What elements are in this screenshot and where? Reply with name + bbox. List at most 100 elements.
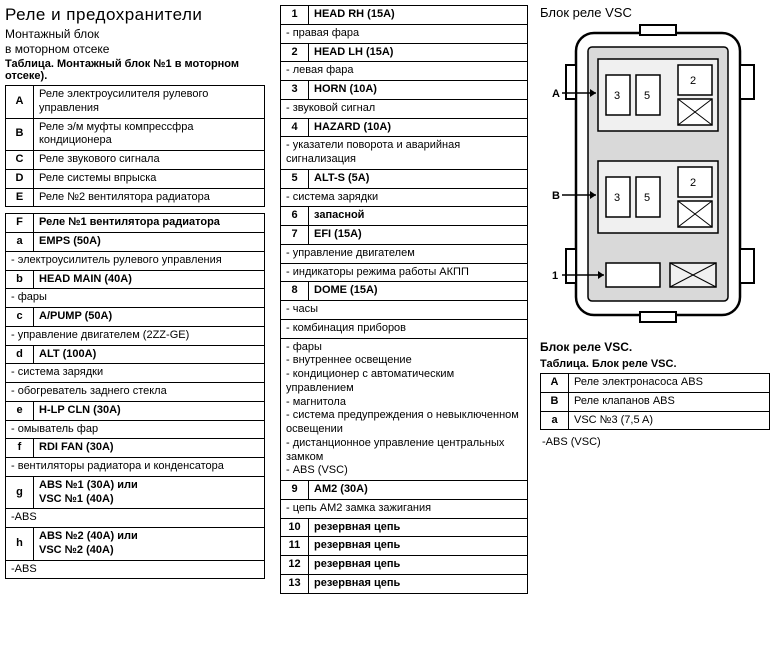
table-row: - управление двигателем bbox=[281, 244, 528, 263]
table-row: - омыватель фар bbox=[6, 420, 265, 439]
table-row: -ABS bbox=[6, 509, 265, 528]
table-cell: - индикаторы режима работы АКПП bbox=[281, 263, 528, 282]
table-cell: - электроусилитель рулевого управления bbox=[6, 251, 265, 270]
table-cell: - звуковой сигнал bbox=[281, 99, 528, 118]
table-row: DРеле системы впрыска bbox=[6, 169, 265, 188]
table-row: - цепь AM2 замка зажигания bbox=[281, 499, 528, 518]
table-value: RDI FAN (30A) bbox=[34, 439, 265, 458]
table-key: c bbox=[6, 308, 34, 327]
table-cell: - фары bbox=[6, 289, 265, 308]
table-key: 5 bbox=[281, 169, 309, 188]
table-row: 10резервная цепь bbox=[281, 518, 528, 537]
table-key: h bbox=[6, 528, 34, 561]
table-value: Реле э/м муфты компрессфра кондиционера bbox=[34, 118, 265, 151]
table-value: ALT (100A) bbox=[34, 345, 265, 364]
table-key: e bbox=[6, 401, 34, 420]
table-row: 6запасной bbox=[281, 207, 528, 226]
table-key: 2 bbox=[281, 43, 309, 62]
table-row: cA/PUMP (50A) bbox=[6, 308, 265, 327]
table-row: 7EFI (15A) bbox=[281, 226, 528, 245]
table-key: 10 bbox=[281, 518, 309, 537]
table-value: H-LP CLN (30A) bbox=[34, 401, 265, 420]
table-row: eH-LP CLN (30A) bbox=[6, 401, 265, 420]
table-row: 3HORN (10A) bbox=[281, 81, 528, 100]
table-key: a bbox=[541, 411, 569, 430]
vsc-relay-diagram: 3 5 2 3 5 2 A B 1 bbox=[540, 21, 760, 331]
table-cell: - левая фара bbox=[281, 62, 528, 81]
table-value: резервная цепь bbox=[309, 537, 528, 556]
table1-caption: Таблица. Монтажный блок №1 в моторном от… bbox=[5, 58, 265, 82]
table-vsc: AРеле электронасоса ABSBРеле клапанов AB… bbox=[540, 373, 770, 430]
table-value: Реле звукового сигнала bbox=[34, 151, 265, 170]
table-value: Реле №2 вентилятора радиатора bbox=[34, 188, 265, 207]
table-value: резервная цепь bbox=[309, 556, 528, 575]
table-key: 9 bbox=[281, 481, 309, 500]
page-title: Реле и предохранители bbox=[5, 5, 265, 25]
table-cell: - управление двигателем bbox=[281, 244, 528, 263]
table-key: D bbox=[6, 169, 34, 188]
table-block1-relays: AРеле электроусилителя рулевого управлен… bbox=[5, 85, 265, 207]
table-row: - левая фара bbox=[281, 62, 528, 81]
table-value: запасной bbox=[309, 207, 528, 226]
table-cell: - фары - внутреннее освещение - кондицио… bbox=[281, 338, 528, 481]
table-value: ABS №1 (30A) или VSC №1 (40A) bbox=[34, 476, 265, 509]
table-key: b bbox=[6, 270, 34, 289]
table-row: FРеле №1 вентилятора радиатора bbox=[6, 214, 265, 233]
table-row: - система зарядки bbox=[6, 364, 265, 383]
table-row: dALT (100A) bbox=[6, 345, 265, 364]
table-value: EMPS (50A) bbox=[34, 233, 265, 252]
table-key: a bbox=[6, 233, 34, 252]
svg-text:2: 2 bbox=[690, 177, 696, 189]
table-cell: - комбинация приборов bbox=[281, 319, 528, 338]
column-left: Реле и предохранители Монтажный блок в м… bbox=[5, 5, 265, 585]
vsc-caption: Блок реле VSC. bbox=[540, 340, 770, 354]
table-row: - указатели поворота и аварийная сигнали… bbox=[281, 137, 528, 170]
table-row: 2HEAD LH (15A) bbox=[281, 43, 528, 62]
table-row: 1HEAD RH (15A) bbox=[281, 6, 528, 25]
table-value: HAZARD (10A) bbox=[309, 118, 528, 137]
table-value: HEAD MAIN (40A) bbox=[34, 270, 265, 289]
table-value: VSC №3 (7,5 A) bbox=[569, 411, 770, 430]
vsc-table-caption: Таблица. Блок реле VSC. bbox=[540, 358, 770, 370]
table-value: HEAD RH (15A) bbox=[309, 6, 528, 25]
table-cell: - цепь AM2 замка зажигания bbox=[281, 499, 528, 518]
table-key: 4 bbox=[281, 118, 309, 137]
svg-text:3: 3 bbox=[614, 90, 620, 102]
table-row: 11резервная цепь bbox=[281, 537, 528, 556]
table-row: 13резервная цепь bbox=[281, 574, 528, 593]
table-key: 8 bbox=[281, 282, 309, 301]
svg-text:A: A bbox=[552, 88, 560, 100]
table-row: - фары bbox=[6, 289, 265, 308]
table-value: резервная цепь bbox=[309, 518, 528, 537]
table-cell: -ABS bbox=[6, 560, 265, 579]
table-row: BРеле э/м муфты компрессфра кондиционера bbox=[6, 118, 265, 151]
table-row: BРеле клапанов ABS bbox=[541, 392, 770, 411]
table-row: 9AM2 (30A) bbox=[281, 481, 528, 500]
table-key: 11 bbox=[281, 537, 309, 556]
table-cell: - система зарядки bbox=[6, 364, 265, 383]
table-row: - комбинация приборов bbox=[281, 319, 528, 338]
table-key: A bbox=[541, 374, 569, 393]
table-cell: - управление двигателем (2ZZ-GE) bbox=[6, 326, 265, 345]
table-key: 13 bbox=[281, 574, 309, 593]
table-row: - обогреватель заднего стекла bbox=[6, 383, 265, 402]
table-row: - индикаторы режима работы АКПП bbox=[281, 263, 528, 282]
svg-text:1: 1 bbox=[552, 270, 558, 282]
table-row: -ABS bbox=[6, 560, 265, 579]
table-value: Реле №1 вентилятора радиатора bbox=[34, 214, 265, 233]
column-right: Блок реле VSC 3 5 2 3 5 2 bbox=[540, 5, 770, 448]
table-key: 7 bbox=[281, 226, 309, 245]
subtitle-2: в моторном отсеке bbox=[5, 42, 265, 56]
table-value: DOME (15A) bbox=[309, 282, 528, 301]
table-value: Реле электронасоса ABS bbox=[569, 374, 770, 393]
table-row: gABS №1 (30A) или VSC №1 (40A) bbox=[6, 476, 265, 509]
table-row: fRDI FAN (30A) bbox=[6, 439, 265, 458]
table-cell: - указатели поворота и аварийная сигнали… bbox=[281, 137, 528, 170]
table-row: 12резервная цепь bbox=[281, 556, 528, 575]
table-row: AРеле электроусилителя рулевого управлен… bbox=[6, 86, 265, 119]
table-value: Реле электроусилителя рулевого управлени… bbox=[34, 86, 265, 119]
table-key: F bbox=[6, 214, 34, 233]
table-value: Реле системы впрыска bbox=[34, 169, 265, 188]
table-key: 1 bbox=[281, 6, 309, 25]
table-block1-fuses-cont: 1HEAD RH (15A)- правая фара2HEAD LH (15A… bbox=[280, 5, 528, 594]
